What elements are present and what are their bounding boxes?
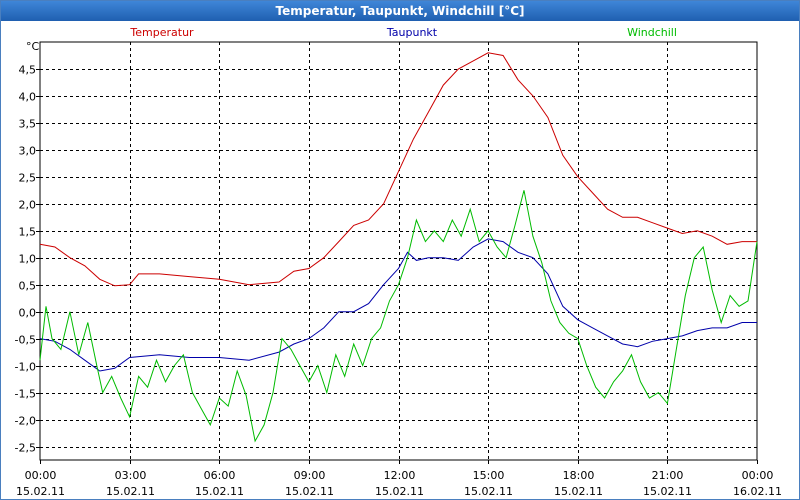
x-tick-date-label: 15.02.11	[16, 485, 65, 498]
x-tick-date-label: 15.02.11	[375, 485, 424, 498]
y-tick-label: 0,0	[19, 307, 37, 320]
x-tick-time-label: 18:00	[563, 469, 595, 482]
plot-frame	[39, 41, 758, 461]
y-axis-unit: °C	[26, 40, 40, 53]
y-tick-label: 4,0	[19, 91, 37, 104]
series-lines	[39, 52, 758, 443]
x-tick-date-label: 15.02.11	[464, 485, 513, 498]
y-tick-label: 2,0	[19, 199, 37, 212]
grid	[40, 42, 757, 460]
x-tick-date-label: 15.02.11	[643, 485, 692, 498]
x-tick-date-label: 16.02.11	[733, 485, 782, 498]
series-line-taupunkt	[39, 238, 757, 372]
x-tick-date-label: 15.02.11	[554, 485, 603, 498]
x-tick-time-label: 15:00	[473, 469, 505, 482]
y-tick-label: 0,5	[19, 280, 37, 293]
x-tick-time-label: 09:00	[294, 469, 326, 482]
y-tick-label: 1,5	[19, 226, 37, 239]
series-line-windchill	[39, 190, 758, 443]
x-tick-time-label: 00:00	[25, 469, 57, 482]
x-tick-time-label: 12:00	[384, 469, 416, 482]
legend-item-taupunkt: Taupunkt	[386, 26, 438, 39]
y-tick-label: 1,0	[19, 253, 37, 266]
x-tick-date-label: 15.02.11	[285, 485, 334, 498]
axes: 4,5 4,0 3,5 3,0 2,5 2,0 1,5 1,0 0,5 0,0 -0,5 -1,0 -1…	[15, 64, 782, 499]
x-tick-time-label: 21:00	[652, 469, 684, 482]
y-tick-label: 4,5	[19, 64, 37, 77]
x-tick-time-label: 06:00	[204, 469, 236, 482]
y-tick-label: 2,5	[19, 172, 37, 185]
legend-item-temperatur: Temperatur	[129, 26, 194, 39]
x-tick-time-label: 00:00	[742, 469, 774, 482]
window-title: Temperatur, Taupunkt, Windchill [°C]	[1, 1, 799, 21]
y-tick-label: -1,5	[15, 388, 36, 401]
y-tick-label: -1,0	[15, 361, 36, 374]
series-line-temperatur	[39, 52, 757, 287]
y-tick-label: -0,5	[15, 334, 36, 347]
x-tick-date-label: 15.02.11	[195, 485, 244, 498]
y-tick-label: -2,5	[15, 442, 36, 455]
y-tick-label: -2,0	[15, 415, 36, 428]
x-tick-date-label: 15.02.11	[106, 485, 155, 498]
y-tick-label: 3,5	[19, 118, 37, 131]
legend: Temperatur Taupunkt Windchill	[129, 26, 677, 39]
y-tick-label: 3,0	[19, 145, 37, 158]
x-tick-time-label: 03:00	[115, 469, 147, 482]
legend-item-windchill: Windchill	[627, 26, 677, 39]
